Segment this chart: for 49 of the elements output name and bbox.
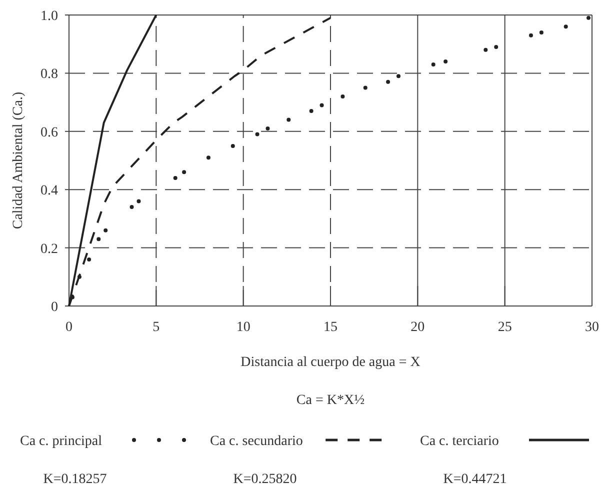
point — [396, 74, 400, 78]
y-tick-label: 0.4 — [40, 184, 58, 199]
point — [87, 257, 92, 262]
text: K=0.25820 — [233, 472, 297, 487]
text: K=0.18257 — [43, 472, 107, 487]
point — [182, 170, 186, 174]
point — [528, 33, 533, 38]
x-tick-label: 0 — [66, 320, 72, 335]
point — [104, 228, 108, 232]
point — [255, 132, 260, 136]
point — [136, 199, 141, 204]
point — [96, 237, 101, 242]
point — [266, 126, 270, 130]
point — [586, 16, 591, 20]
point — [494, 45, 498, 50]
y-tick-label: 0.2 — [40, 242, 58, 257]
point — [173, 176, 178, 180]
y-tick-label: 0 — [51, 300, 58, 315]
legend-label: Ca c. terciario — [420, 434, 499, 449]
point — [286, 118, 291, 122]
y-tick-label: 1.0 — [40, 9, 58, 24]
x-tick-label: 15 — [324, 320, 338, 335]
point — [363, 86, 368, 90]
x-tick-label: 10 — [236, 320, 250, 335]
legend-label: Ca c. secundario — [210, 434, 303, 449]
y-tick-label: 0.8 — [40, 67, 58, 82]
point — [77, 274, 82, 279]
x-tick-label: 30 — [585, 320, 599, 335]
x-axis-title: Distancia al cuerpo de agua = X — [240, 355, 420, 370]
text: Ca = K*X½ — [296, 393, 365, 408]
point — [320, 103, 324, 108]
text: K=0.44721 — [443, 472, 507, 487]
point — [539, 30, 544, 34]
point — [130, 205, 134, 210]
point — [484, 48, 488, 52]
point — [431, 62, 436, 66]
point — [386, 80, 390, 84]
x-tick-label: 25 — [498, 320, 512, 335]
x-tick-label: 5 — [152, 320, 160, 335]
y-axis-title: Calidad Ambiental (Ca.) — [11, 92, 26, 230]
x-tick-label: 20 — [410, 320, 425, 335]
point — [340, 94, 345, 98]
y-tick-label: 0.6 — [40, 125, 58, 140]
point — [230, 144, 235, 148]
point — [206, 156, 210, 160]
legend-label: Ca c. principal — [20, 434, 102, 449]
point — [564, 24, 568, 29]
point — [309, 109, 314, 114]
point — [444, 60, 448, 64]
